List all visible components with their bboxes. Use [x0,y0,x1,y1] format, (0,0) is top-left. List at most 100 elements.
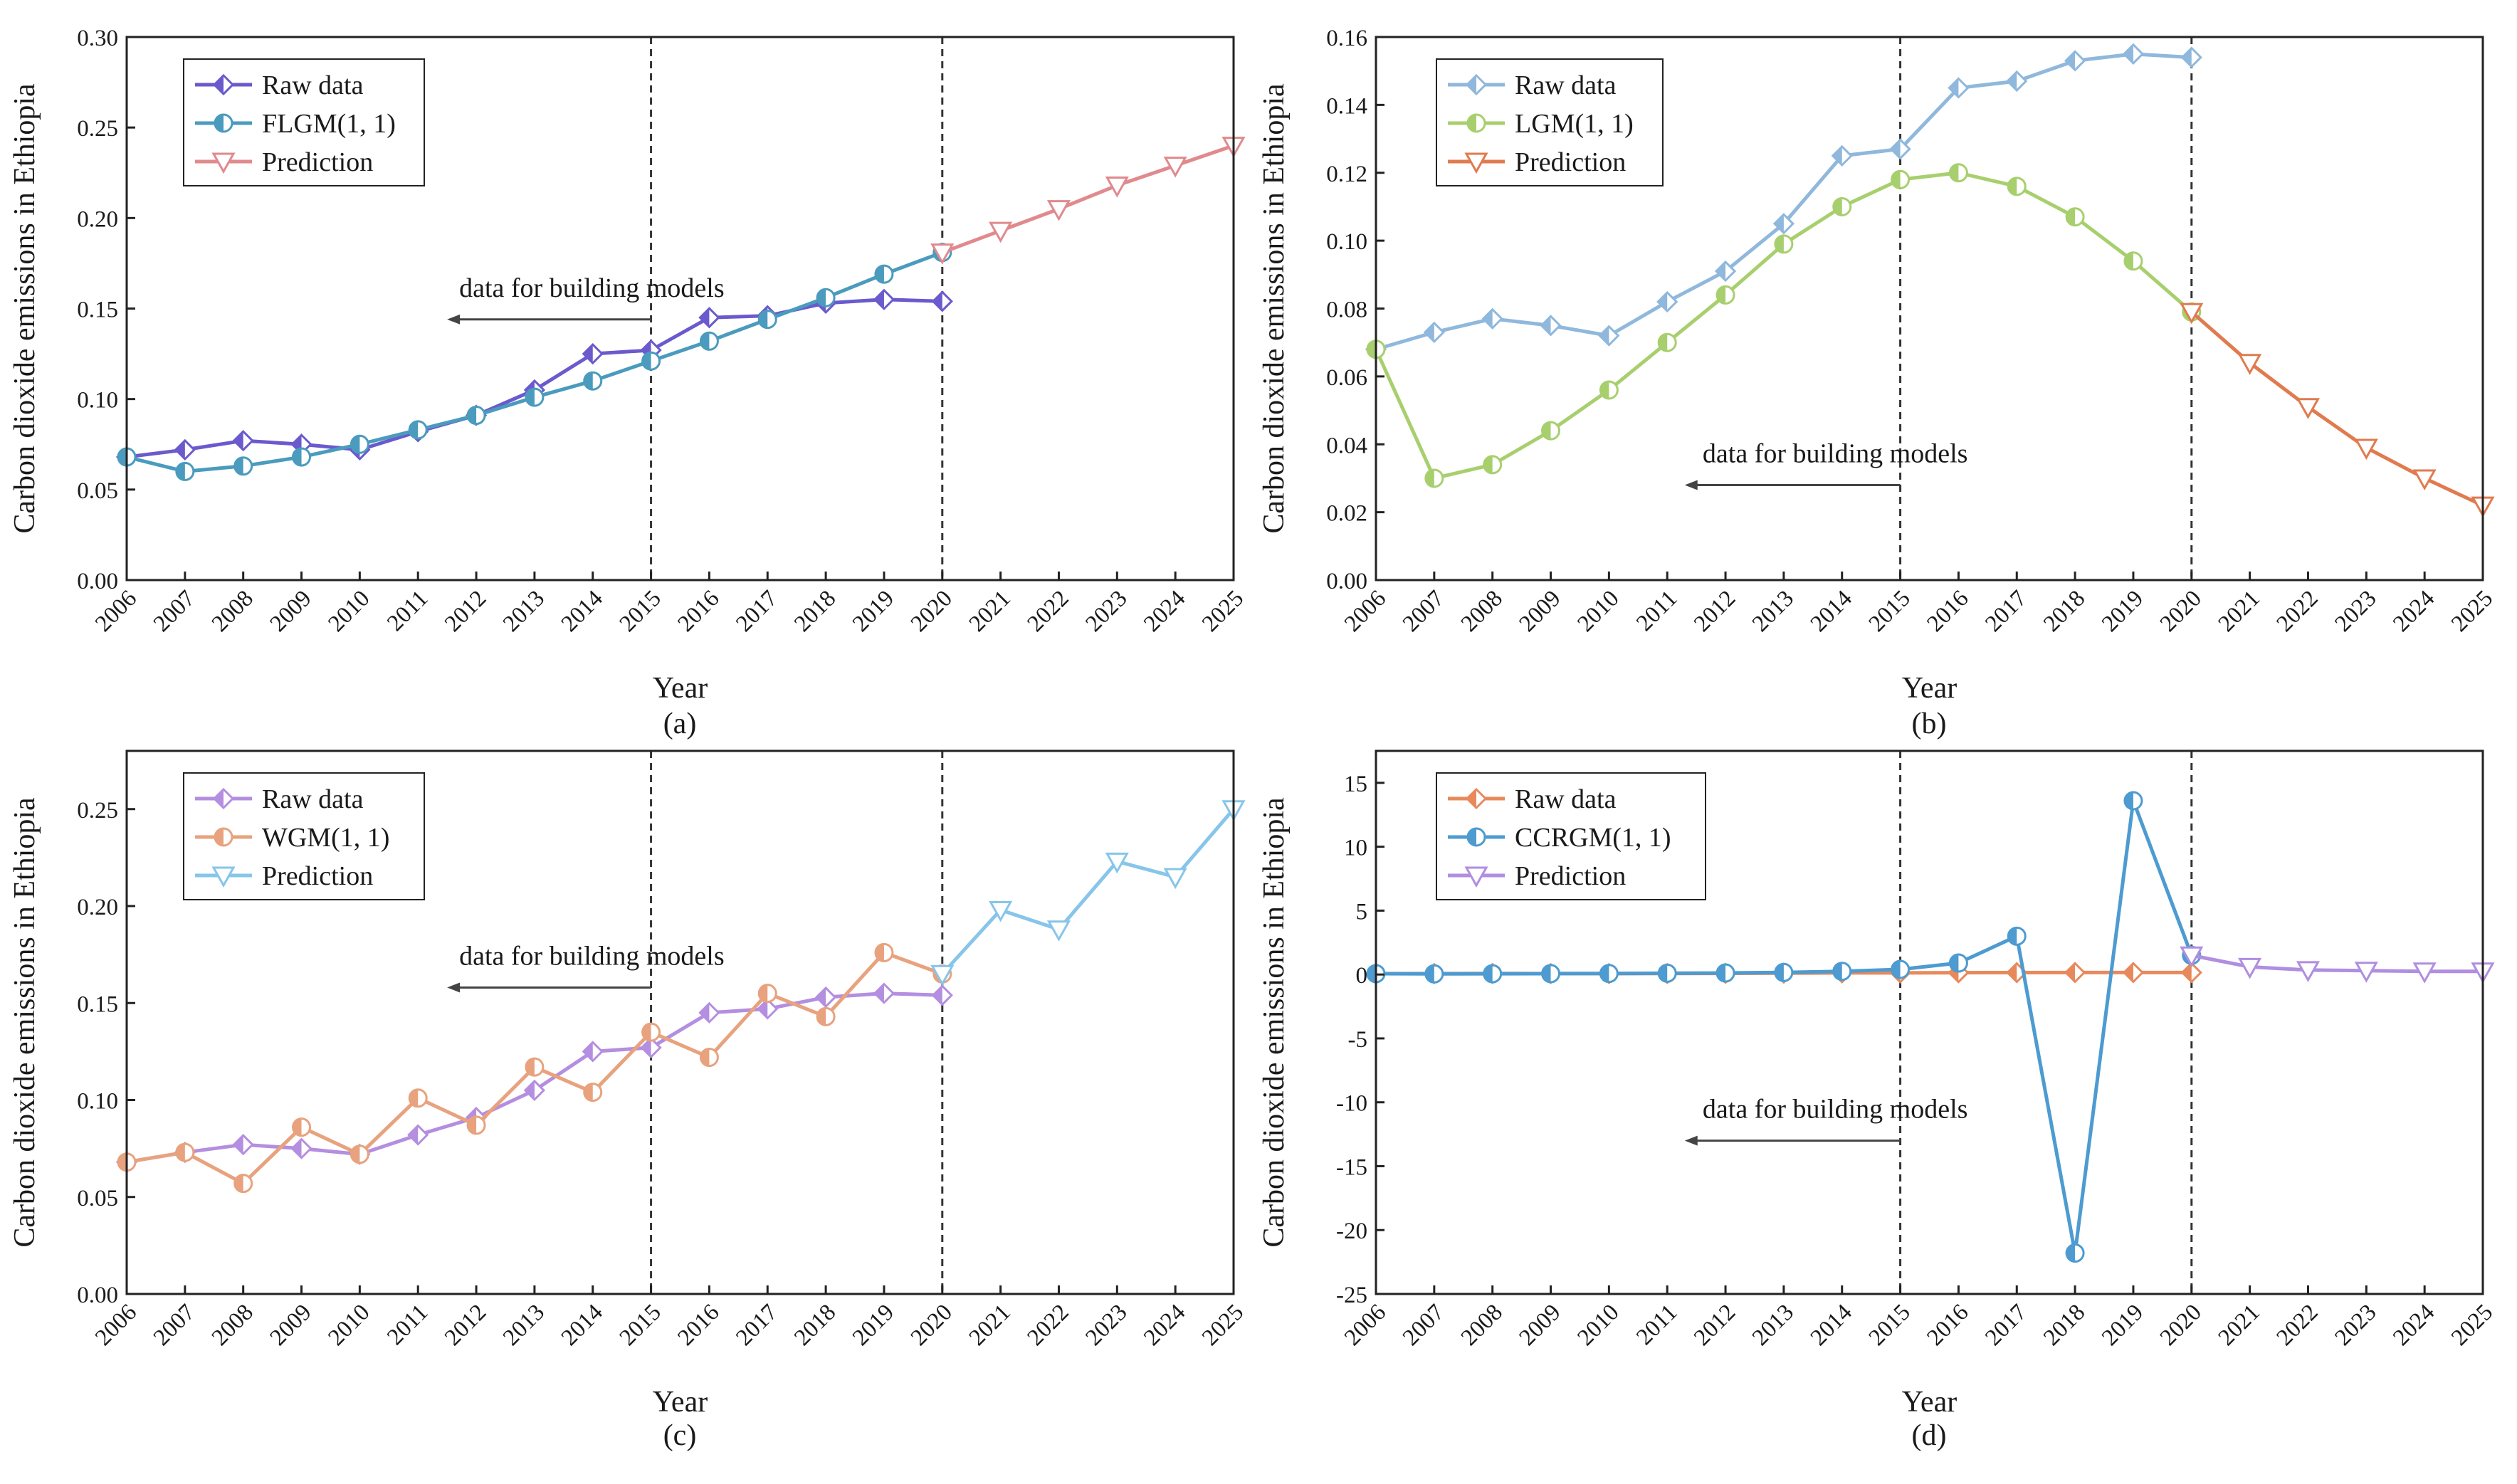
x-tick-label: 2021 [2214,586,2265,637]
x-tick-label: 2008 [207,586,258,637]
data-point-s1-2016-half [1949,78,1959,98]
y-tick-label: 15 [1344,772,1367,797]
y-tick-label: -20 [1336,1219,1367,1244]
legend-entry-1: Raw data [262,784,364,814]
data-point-s2-2013-half [1775,235,1784,253]
data-point-s1-2012-half [1716,262,1726,281]
legend: Raw data CCRGM(1, 1) Prediction [1436,772,1706,900]
data-point-s2-2013-half [1775,964,1784,982]
y-tick-label: 10 [1344,836,1367,861]
y-tick-label: 0.05 [77,478,118,504]
data-point-s1-2013-half [1774,214,1784,233]
y-tick-label: 0.25 [77,116,118,142]
annotation-text: data for building models [459,273,725,303]
data-point-s3-2021 [2238,354,2262,375]
data-point-s2-2009-half [1542,422,1551,440]
legend-entry-2: WGM(1, 1) [262,823,389,853]
x-tick-label: 2007 [149,586,200,637]
x-tick-label: 2009 [266,1300,317,1351]
legend: Raw data WGM(1, 1) Prediction [183,772,425,900]
x-tick-label: 2015 [1864,586,1916,637]
data-point-s2-2016-half [700,332,710,350]
y-tick-label: 0.08 [1326,298,1367,323]
data-point-s2-2009-half [293,448,302,466]
plot-frame [125,749,1235,1295]
legend-marker-1-half [214,75,224,94]
data-point-s2-2014-half [1833,962,1842,980]
legend-marker-1-half [214,789,224,808]
y-tick-label: 0.30 [77,26,118,51]
panel-label: (d) [1912,1419,1947,1452]
data-point-s2-2015-half [1891,171,1901,189]
data-point-s2-2012-half [468,1116,477,1134]
data-point-s2-2008-half [234,457,243,475]
x-tick-label: 2015 [1864,1300,1916,1351]
data-point-s2-2016-half [700,1048,710,1066]
annotation-arrowhead [447,982,461,993]
x-tick-label: 2016 [673,1300,725,1351]
y-axis-title: Carbon dioxide emissions in Ethiopia [9,797,41,1248]
data-point-s2-2010-half [1600,964,1609,982]
x-tick-label: 2007 [1398,586,1449,637]
x-tick-label: 2015 [615,586,666,637]
data-point-s2-2014-half [1833,198,1842,216]
data-point-s1-2017-half [2007,963,2017,982]
x-tick-label: 2016 [673,586,725,637]
data-point-s2-2006-half [1367,340,1376,358]
y-tick-label: 0.00 [77,1283,118,1308]
data-point-s2-2014-half [584,1083,593,1101]
data-point-s1-2008-half [233,431,243,451]
y-tick-label: 0.10 [1326,229,1367,255]
data-point-s3-2021 [2238,957,2262,979]
data-point-s1-2018-half [816,988,826,1007]
data-point-s2-2019-half [2124,792,2133,810]
data-point-s3-2020 [930,964,955,986]
data-point-s1-2008-half [1483,309,1493,328]
x-axis-title: Year [653,672,708,705]
data-point-s2-2015-half [642,352,651,370]
legend-entry-3: Prediction [262,861,373,891]
data-point-s1-2015-half [1891,140,1901,159]
data-point-s1-2020-half [2182,963,2192,982]
x-tick-label: 2007 [149,1300,200,1351]
x-tick-label: 2023 [1081,586,1132,637]
x-tick-label: 2010 [323,586,374,637]
y-tick-label: 0.14 [1326,93,1367,119]
x-tick-label: 2013 [1748,1300,1799,1351]
x-tick-label: 2021 [965,586,1016,637]
data-point-s2-2011-half [1659,334,1668,352]
x-tick-label: 2017 [1980,586,2032,637]
x-tick-label: 2011 [1631,1300,1682,1350]
data-point-s1-2014-half [583,1042,593,1061]
data-point-s3-2021 [989,900,1013,922]
x-tick-label: 2019 [848,586,899,637]
x-tick-label: 2012 [440,586,491,637]
y-tick-label: -5 [1348,1027,1368,1053]
data-point-s2-2018-half [817,289,826,307]
legend-entry-1: Raw data [1515,70,1617,100]
data-point-s1-2014-half [583,344,593,364]
data-point-s3-2020 [2180,946,2204,968]
data-point-s2-2010-half [351,1145,360,1163]
y-tick-label: 0.16 [1326,26,1367,51]
data-point-s1-2009-half [292,1139,302,1158]
data-point-s2-2017-half [2008,177,2017,195]
x-tick-label: 2019 [848,1300,899,1351]
x-tick-label: 2017 [731,1300,782,1351]
data-point-s3-2020 [2180,302,2204,325]
data-point-s2-2011-half [409,1089,419,1107]
data-point-s3-2022 [2296,398,2321,419]
x-tick-label: 2022 [2272,1300,2323,1351]
y-tick-label: 0.25 [77,798,118,823]
legend-entry-2: CCRGM(1, 1) [1515,823,1671,853]
data-point-s2-2015-half [1891,960,1901,978]
annotation-arrowhead [447,314,461,325]
panel-label: (a) [663,707,697,740]
legend-marker-2-half [215,115,224,132]
data-point-s1-2018-half [2066,963,2076,982]
x-tick-label: 2020 [906,1300,957,1351]
x-tick-label: 2025 [2447,586,2498,637]
x-tick-label: 2019 [2097,586,2148,637]
data-point-s2-2010-half [351,436,360,453]
